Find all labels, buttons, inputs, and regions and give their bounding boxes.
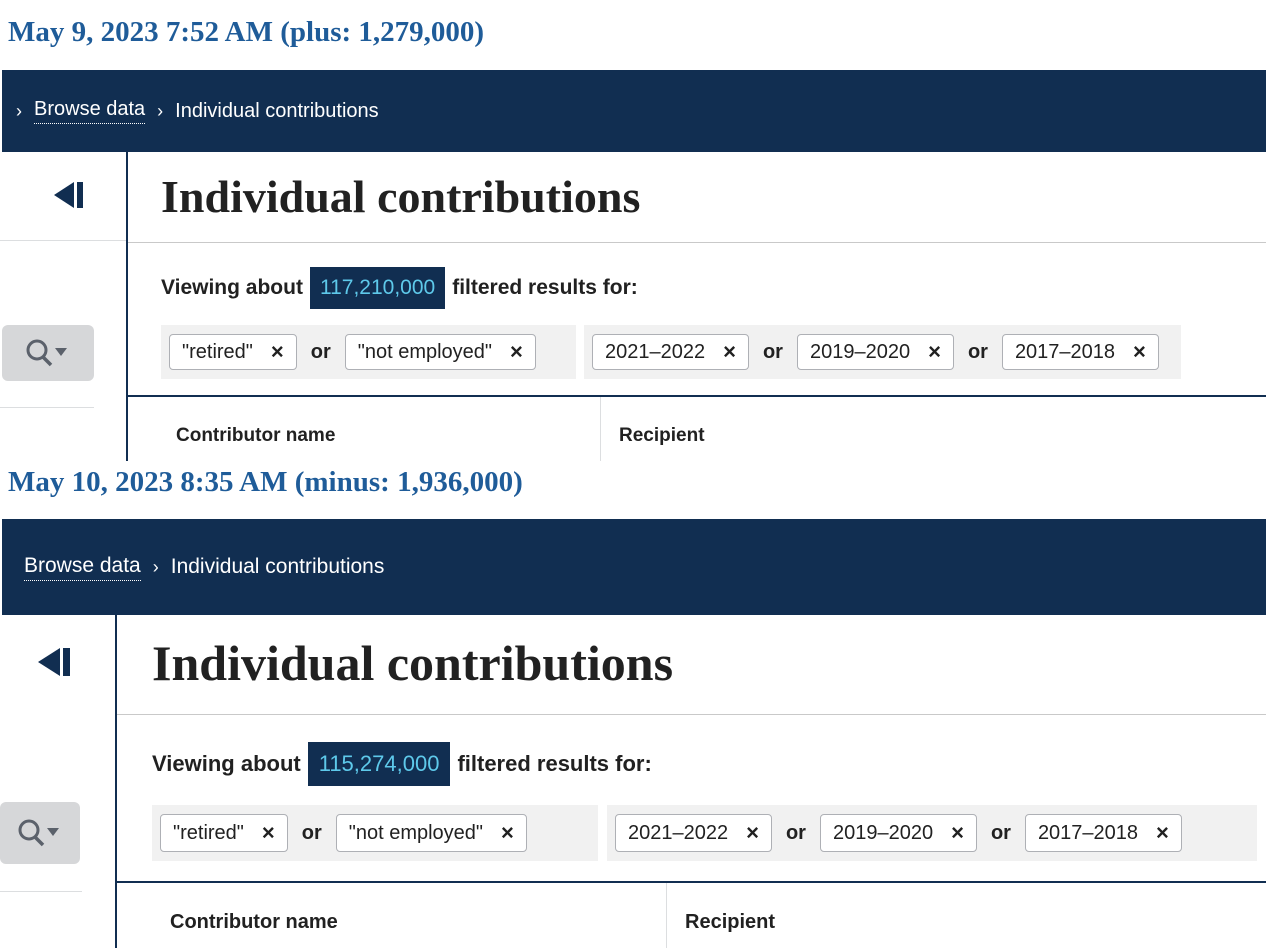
breadcrumb-link-browse-data[interactable]: Browse data <box>24 554 141 581</box>
main-content: Individual contributions Viewing about 1… <box>117 615 1266 948</box>
filter-tag[interactable]: 2021–2022 × <box>592 334 749 370</box>
remove-filter-icon[interactable]: × <box>928 339 941 364</box>
breadcrumb-bar: › Browse data › Individual contributions <box>2 70 1266 152</box>
page-title: Individual contributions <box>152 635 674 691</box>
filter-tag-label: 2019–2020 <box>809 340 911 363</box>
collapse-left-icon[interactable] <box>54 182 86 208</box>
column-separator <box>600 397 601 461</box>
title-divider <box>128 242 1266 243</box>
column-header-recipient[interactable]: Recipient <box>685 911 776 933</box>
filter-group-election-years: 2021–2022 × or 2019–2020 × or 2017–2018 … <box>607 805 1257 861</box>
breadcrumb-separator: › <box>152 556 159 577</box>
remove-filter-icon[interactable]: × <box>951 820 964 845</box>
results-summary: Viewing about 115,274,000 filtered resul… <box>152 742 652 786</box>
table-top-border <box>128 395 1266 397</box>
breadcrumb-current: Individual contributions <box>175 99 379 122</box>
search-dropdown-icon <box>26 339 67 367</box>
table-top-border <box>117 881 1266 883</box>
filter-tag[interactable]: 2019–2020 × <box>796 334 954 370</box>
screenshot-caption: May 9, 2023 7:52 AM (plus: 1,279,000) <box>8 16 485 48</box>
filter-tag-label: 2019–2020 <box>832 821 934 844</box>
filter-tag[interactable]: 2021–2022 × <box>615 814 772 852</box>
sidebar-border <box>115 615 117 948</box>
or-label: or <box>967 340 988 363</box>
filter-tag[interactable]: 2017–2018 × <box>1001 334 1159 370</box>
remove-filter-icon[interactable]: × <box>261 820 275 845</box>
filter-group-occupation: "retired" × or "not employed" × <box>152 805 598 861</box>
viewing-prefix: Viewing about <box>161 276 303 299</box>
remove-filter-icon[interactable]: × <box>723 339 736 364</box>
sidebar-divider <box>0 891 82 892</box>
filter-tag-label: 2017–2018 <box>1014 340 1116 363</box>
filter-tag-label: 2017–2018 <box>1037 821 1139 844</box>
or-label: or <box>310 340 331 363</box>
results-summary: Viewing about 117,210,000 filtered resul… <box>161 267 638 309</box>
filter-tag[interactable]: 2017–2018 × <box>1024 814 1182 852</box>
filter-group-occupation: "retired" × or "not employed" × <box>161 325 576 379</box>
remove-filter-icon[interactable]: × <box>510 339 523 364</box>
filter-tag[interactable]: "retired" × <box>169 334 297 370</box>
filter-tag[interactable]: "not employed" × <box>344 334 536 370</box>
remove-filter-icon[interactable]: × <box>270 339 284 364</box>
viewing-suffix: filtered results for: <box>457 751 652 776</box>
sidebar-divider <box>0 407 94 408</box>
or-label: or <box>762 340 783 363</box>
breadcrumb-separator: › <box>157 100 164 121</box>
remove-filter-icon[interactable]: × <box>746 820 759 845</box>
filter-tag-label: 2021–2022 <box>628 821 729 844</box>
sidebar-divider <box>0 240 126 241</box>
column-header-recipient[interactable]: Recipient <box>619 425 705 446</box>
or-label: or <box>990 821 1011 844</box>
filter-tag-label: "not employed" <box>357 340 493 363</box>
result-count-badge: 117,210,000 <box>309 267 446 309</box>
or-label: or <box>301 821 322 844</box>
remove-filter-icon[interactable]: × <box>1133 339 1146 364</box>
page-title: Individual contributions <box>161 171 641 222</box>
screenshot-panel-1: › Browse data › Individual contributions… <box>0 70 1266 461</box>
collapse-left-icon[interactable] <box>38 648 72 676</box>
viewing-prefix: Viewing about <box>152 751 301 776</box>
sidebar-border <box>126 152 128 461</box>
or-label: or <box>785 821 806 844</box>
breadcrumb-current: Individual contributions <box>170 555 385 578</box>
filter-tag-label: "not employed" <box>348 821 484 844</box>
search-dropdown-button[interactable] <box>2 325 94 381</box>
remove-filter-icon[interactable]: × <box>1156 820 1169 845</box>
filter-tag[interactable]: 2019–2020 × <box>819 814 977 852</box>
breadcrumb-link-browse-data[interactable]: Browse data <box>34 98 146 124</box>
title-divider <box>117 714 1266 715</box>
filter-tag[interactable]: "not employed" × <box>335 814 527 852</box>
screenshot-caption: May 10, 2023 8:35 AM (minus: 1,936,000) <box>8 466 523 498</box>
filter-group-election-years: 2021–2022 × or 2019–2020 × or 2017–2018 … <box>584 325 1181 379</box>
filter-tag-label: 2021–2022 <box>605 340 706 363</box>
breadcrumb-bar: Browse data › Individual contributions <box>2 519 1266 615</box>
breadcrumb-separator: › <box>16 100 22 121</box>
search-dropdown-button[interactable] <box>0 802 80 864</box>
filter-tag-label: "retired" <box>182 340 253 363</box>
column-separator <box>666 883 667 948</box>
remove-filter-icon[interactable]: × <box>501 820 514 845</box>
result-count-badge: 115,274,000 <box>307 742 451 786</box>
column-header-contributor-name[interactable]: Contributor name <box>176 425 336 446</box>
search-dropdown-icon <box>18 819 59 847</box>
main-content: Individual contributions Viewing about 1… <box>128 152 1266 461</box>
column-header-contributor-name[interactable]: Contributor name <box>170 911 338 933</box>
filter-tag[interactable]: "retired" × <box>160 814 288 852</box>
sidebar <box>0 152 126 461</box>
viewing-suffix: filtered results for: <box>452 276 638 299</box>
sidebar <box>0 615 115 948</box>
filter-tag-label: "retired" <box>173 821 244 844</box>
screenshot-panel-2: Browse data › Individual contributions I… <box>0 519 1266 948</box>
